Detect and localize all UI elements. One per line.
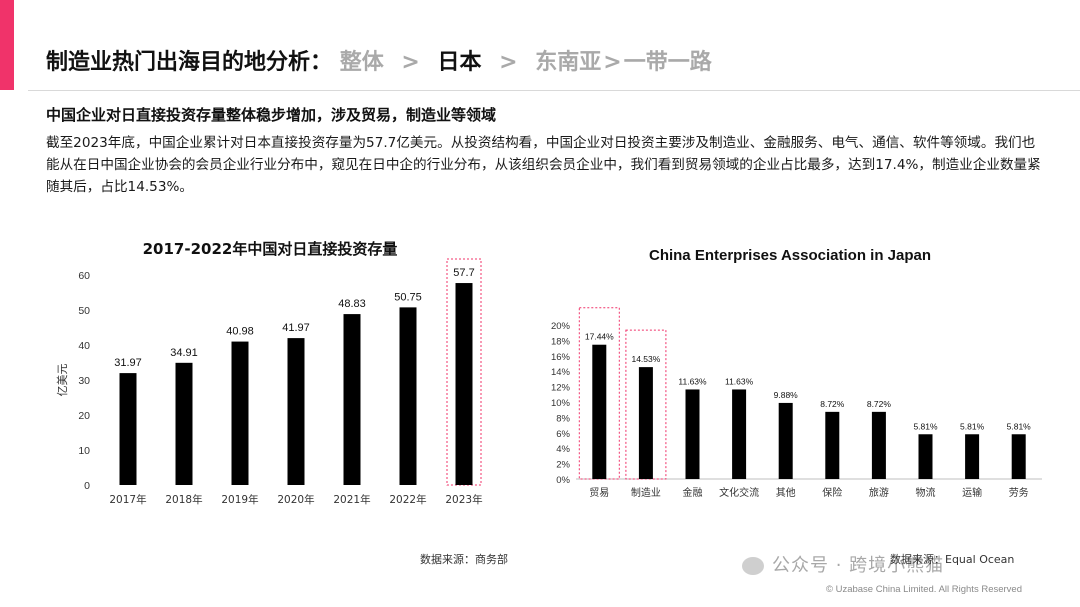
x-tick-label: 劳务 (1009, 486, 1029, 499)
bar (231, 341, 249, 485)
x-tick-label: 保险 (822, 486, 842, 499)
y-tick-label: 14% (551, 367, 571, 378)
x-tick-label: 2021年 (333, 493, 370, 506)
bar (685, 389, 700, 479)
x-tick-label: 制造业 (631, 486, 661, 499)
y-tick-label: 50 (78, 305, 90, 317)
highlight-box (446, 258, 482, 486)
highlight-box (625, 329, 667, 480)
y-tick-label: 10% (551, 398, 571, 409)
slide-header: 制造业热门出海目的地分析： 整体 > 日本 > 东南亚>一带一路 (0, 0, 1080, 90)
y-tick-label: 0 (84, 480, 90, 492)
bar (592, 344, 607, 479)
body-paragraph: 截至2023年底，中国企业累计对日本直接投资存量为57.7亿美元。从投资结构看，… (46, 135, 1041, 195)
bar (732, 389, 747, 479)
y-tick-label: 60 (78, 270, 90, 282)
data-label: 9.88% (774, 390, 799, 400)
bar (778, 402, 793, 479)
data-label: 34.91 (170, 347, 198, 359)
y-tick-label: 40 (78, 340, 90, 352)
data-label: 5.81% (1007, 421, 1032, 431)
accent-bar (0, 0, 14, 90)
y-tick-label: 8% (556, 413, 570, 424)
data-label: 5.81% (960, 421, 985, 431)
wechat-icon (742, 557, 764, 575)
x-tick-label: 文化交流 (719, 486, 759, 499)
x-tick-label: 2020年 (277, 493, 314, 506)
x-tick-label: 2019年 (221, 493, 258, 506)
breadcrumb-separator: > (401, 50, 420, 75)
x-tick-label: 贸易 (589, 487, 609, 499)
data-label: 5.81% (913, 421, 938, 431)
copyright: © Uzabase China Limited. All Rights Rese… (825, 584, 1022, 595)
data-label: 8.72% (820, 399, 845, 409)
x-tick-label: 金融 (683, 486, 703, 499)
bar (175, 362, 193, 485)
bar (287, 338, 305, 485)
bar (1011, 434, 1026, 479)
data-label: 8.72% (867, 399, 892, 409)
y-tick-label: 20% (551, 321, 571, 332)
bar (965, 434, 980, 479)
bar (638, 367, 653, 479)
y-tick-label: 2% (556, 460, 570, 471)
data-label: 17.44% (585, 332, 614, 342)
y-axis-label: 亿美元 (56, 364, 69, 397)
y-tick-label: 12% (551, 383, 571, 394)
bar (119, 373, 137, 485)
data-label: 31.97 (114, 357, 142, 369)
breadcrumb-japan: 日本 (437, 50, 482, 75)
x-tick-label: 2022年 (389, 493, 426, 506)
data-label: 50.75 (394, 291, 422, 303)
bar (399, 307, 417, 485)
section-subheading: 中国企业对日直接投资存量整体稳步增加，涉及贸易，制造业等领域 (46, 106, 497, 124)
watermark-text: 公众号 · 跨境小熊猫 (772, 555, 945, 576)
x-tick-label: 其他 (776, 486, 796, 499)
y-tick-label: 18% (551, 336, 571, 347)
bar (455, 283, 473, 485)
y-tick-label: 6% (556, 429, 570, 440)
breadcrumb-southeast-asia: 东南亚 (535, 50, 602, 75)
data-label: 41.97 (282, 322, 310, 334)
breadcrumb-separator: > (499, 50, 518, 75)
x-tick-label: 2018年 (165, 493, 202, 506)
data-label: 48.83 (338, 298, 366, 310)
x-tick-label: 物流 (916, 486, 936, 499)
y-tick-label: 10 (78, 445, 90, 457)
title-prefix: 制造业热门出海目的地分析： (46, 50, 333, 75)
breadcrumb-belt-road: 一带一路 (623, 50, 712, 75)
y-tick-label: 4% (556, 444, 570, 455)
x-tick-label: 2023年 (445, 493, 482, 506)
data-label: 40.98 (226, 326, 254, 338)
bar (343, 314, 361, 485)
y-tick-label: 20 (78, 410, 90, 422)
x-tick-label: 2017年 (109, 493, 146, 506)
x-tick-label: 运输 (962, 486, 982, 499)
left-chart-title: 2017-2022年中国对日直接投资存量 (142, 240, 398, 258)
x-tick-label: 旅游 (869, 486, 889, 499)
data-label: 14.53% (631, 354, 660, 364)
highlight-box (578, 307, 620, 480)
data-label: 57.7 (453, 267, 474, 279)
data-label: 11.63% (725, 376, 754, 386)
header-divider (28, 90, 1080, 91)
y-tick-label: 16% (551, 352, 571, 363)
y-tick-label: 30 (78, 375, 90, 387)
right-chart-source: 数据来源：Equal Ocean (890, 553, 1015, 566)
data-label: 11.63% (678, 376, 707, 386)
page-title: 制造业热门出海目的地分析： 整体 > 日本 > 东南亚>一带一路 (46, 44, 712, 76)
right-chart-title: China Enterprises Association in Japan (648, 247, 932, 264)
bar (871, 411, 886, 479)
watermark: 公众号 · 跨境小熊猫 (742, 551, 944, 577)
bar (918, 434, 933, 479)
bar (825, 411, 840, 479)
breadcrumb-overall: 整体 (339, 50, 384, 75)
y-tick-label: 0% (556, 475, 570, 486)
left-chart-source: 数据来源：商务部 (420, 553, 508, 566)
breadcrumb-separator: > (603, 50, 622, 75)
